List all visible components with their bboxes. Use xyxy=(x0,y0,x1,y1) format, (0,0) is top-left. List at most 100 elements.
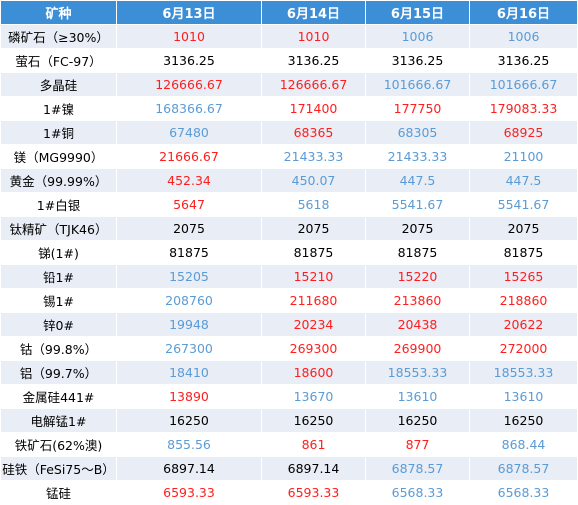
table-row: 铁矿石(62%澳) 855.56 861 877 868.44 xyxy=(0,432,578,457)
mineral-name-cell: 锑(1#) xyxy=(0,240,117,265)
price-cell: 13610 xyxy=(469,384,578,409)
table-row: 1#白银 5647 5618 5541.67 5541.67 xyxy=(0,192,578,217)
mineral-name-cell: 钛精矿（TJK46） xyxy=(0,216,117,241)
price-cell: 81875 xyxy=(469,240,578,265)
table-body: 磷矿石（≥30%） 1010 1010 1006 1006 萤石（FC-97） 3136.2… xyxy=(0,24,578,505)
mineral-name-cell: 1#白银 xyxy=(0,192,117,217)
price-cell: 1010 xyxy=(261,24,366,49)
price-cell: 5541.67 xyxy=(365,192,470,217)
table-row: 电解锰1# 16250 16250 16250 16250 xyxy=(0,408,578,433)
price-cell: 5618 xyxy=(261,192,366,217)
mineral-name-cell: 硅铁（FeSi75～B） xyxy=(0,456,117,481)
price-cell: 6878.57 xyxy=(469,456,578,481)
price-cell: 20438 xyxy=(365,312,470,337)
mineral-name-cell: 金属硅441# xyxy=(0,384,117,409)
price-cell: 877 xyxy=(365,432,470,457)
price-cell: 6897.14 xyxy=(261,456,366,481)
mineral-name-cell: 钴（99.8%） xyxy=(0,336,117,361)
table-row: 锡1# 208760 211680 213860 218860 xyxy=(0,288,578,313)
price-cell: 6568.33 xyxy=(469,480,578,505)
mineral-name-cell: 1#镍 xyxy=(0,96,117,121)
mineral-name-cell: 镁（MG9990） xyxy=(0,144,117,169)
price-cell: 20622 xyxy=(469,312,578,337)
price-cell: 208760 xyxy=(116,288,262,313)
price-cell: 16250 xyxy=(469,408,578,433)
price-cell: 13890 xyxy=(116,384,262,409)
price-cell: 81875 xyxy=(365,240,470,265)
table-row: 钴（99.8%） 267300 269300 269900 272000 xyxy=(0,336,578,361)
price-cell: 269900 xyxy=(365,336,470,361)
column-header-date: 6月16日 xyxy=(469,0,578,25)
mineral-name-cell: 铝（99.7%） xyxy=(0,360,117,385)
price-cell: 68925 xyxy=(469,120,578,145)
price-cell: 21666.67 xyxy=(116,144,262,169)
price-cell: 3136.25 xyxy=(116,48,262,73)
price-cell: 447.5 xyxy=(365,168,470,193)
price-cell: 101666.67 xyxy=(469,72,578,97)
mineral-name-cell: 多晶硅 xyxy=(0,72,117,97)
price-cell: 6593.33 xyxy=(116,480,262,505)
price-cell: 18553.33 xyxy=(365,360,470,385)
price-cell: 269300 xyxy=(261,336,366,361)
price-cell: 15220 xyxy=(365,264,470,289)
table-row: 锰硅 6593.33 6593.33 6568.33 6568.33 xyxy=(0,480,578,505)
table-row: 多晶硅 126666.67 126666.67 101666.67 101666.67 xyxy=(0,72,578,97)
column-header-mineral: 矿种 xyxy=(0,0,117,25)
price-cell: 267300 xyxy=(116,336,262,361)
price-cell: 16250 xyxy=(261,408,366,433)
price-cell: 15210 xyxy=(261,264,366,289)
price-cell: 2075 xyxy=(365,216,470,241)
table-row: 钛精矿（TJK46） 2075 2075 2075 2075 xyxy=(0,216,578,241)
price-cell: 2075 xyxy=(261,216,366,241)
price-cell: 21433.33 xyxy=(365,144,470,169)
price-cell: 179083.33 xyxy=(469,96,578,121)
table-row: 金属硅441# 13890 13670 13610 13610 xyxy=(0,384,578,409)
price-cell: 18600 xyxy=(261,360,366,385)
column-header-date: 6月14日 xyxy=(261,0,366,25)
price-cell: 67480 xyxy=(116,120,262,145)
table-row: 铅1# 15205 15210 15220 15265 xyxy=(0,264,578,289)
price-cell: 1010 xyxy=(116,24,262,49)
price-cell: 21100 xyxy=(469,144,578,169)
price-cell: 19948 xyxy=(116,312,262,337)
price-cell: 3136.25 xyxy=(261,48,366,73)
price-cell: 126666.67 xyxy=(116,72,262,97)
mineral-name-cell: 锰硅 xyxy=(0,480,117,505)
price-cell: 15265 xyxy=(469,264,578,289)
column-header-date: 6月13日 xyxy=(116,0,262,25)
mineral-name-cell: 锡1# xyxy=(0,288,117,313)
price-cell: 855.56 xyxy=(116,432,262,457)
price-cell: 2075 xyxy=(116,216,262,241)
price-cell: 3136.25 xyxy=(365,48,470,73)
table-row: 1#镍 168366.67 171400 177750 179083.33 xyxy=(0,96,578,121)
price-cell: 452.34 xyxy=(116,168,262,193)
price-cell: 6878.57 xyxy=(365,456,470,481)
mineral-name-cell: 电解锰1# xyxy=(0,408,117,433)
price-cell: 450.07 xyxy=(261,168,366,193)
price-cell: 447.5 xyxy=(469,168,578,193)
price-cell: 16250 xyxy=(365,408,470,433)
header-row: 矿种 6月13日 6月14日 6月15日 6月16日 xyxy=(0,0,578,25)
price-cell: 68305 xyxy=(365,120,470,145)
price-cell: 211680 xyxy=(261,288,366,313)
price-cell: 2075 xyxy=(469,216,578,241)
mineral-name-cell: 1#铜 xyxy=(0,120,117,145)
price-cell: 15205 xyxy=(116,264,262,289)
price-cell: 1006 xyxy=(365,24,470,49)
price-cell: 6568.33 xyxy=(365,480,470,505)
price-cell: 126666.67 xyxy=(261,72,366,97)
price-cell: 18553.33 xyxy=(469,360,578,385)
mineral-name-cell: 铁矿石(62%澳) xyxy=(0,432,117,457)
mineral-name-cell: 铅1# xyxy=(0,264,117,289)
mineral-name-cell: 黄金（99.99%） xyxy=(0,168,117,193)
table-row: 萤石（FC-97） 3136.25 3136.25 3136.25 3136.25 xyxy=(0,48,578,73)
price-cell: 868.44 xyxy=(469,432,578,457)
price-cell: 81875 xyxy=(261,240,366,265)
mineral-name-cell: 锌0# xyxy=(0,312,117,337)
price-cell: 13610 xyxy=(365,384,470,409)
column-header-date: 6月15日 xyxy=(365,0,470,25)
price-cell: 6593.33 xyxy=(261,480,366,505)
price-cell: 21433.33 xyxy=(261,144,366,169)
table-row: 硅铁（FeSi75～B） 6897.14 6897.14 6878.57 6878.57 xyxy=(0,456,578,481)
